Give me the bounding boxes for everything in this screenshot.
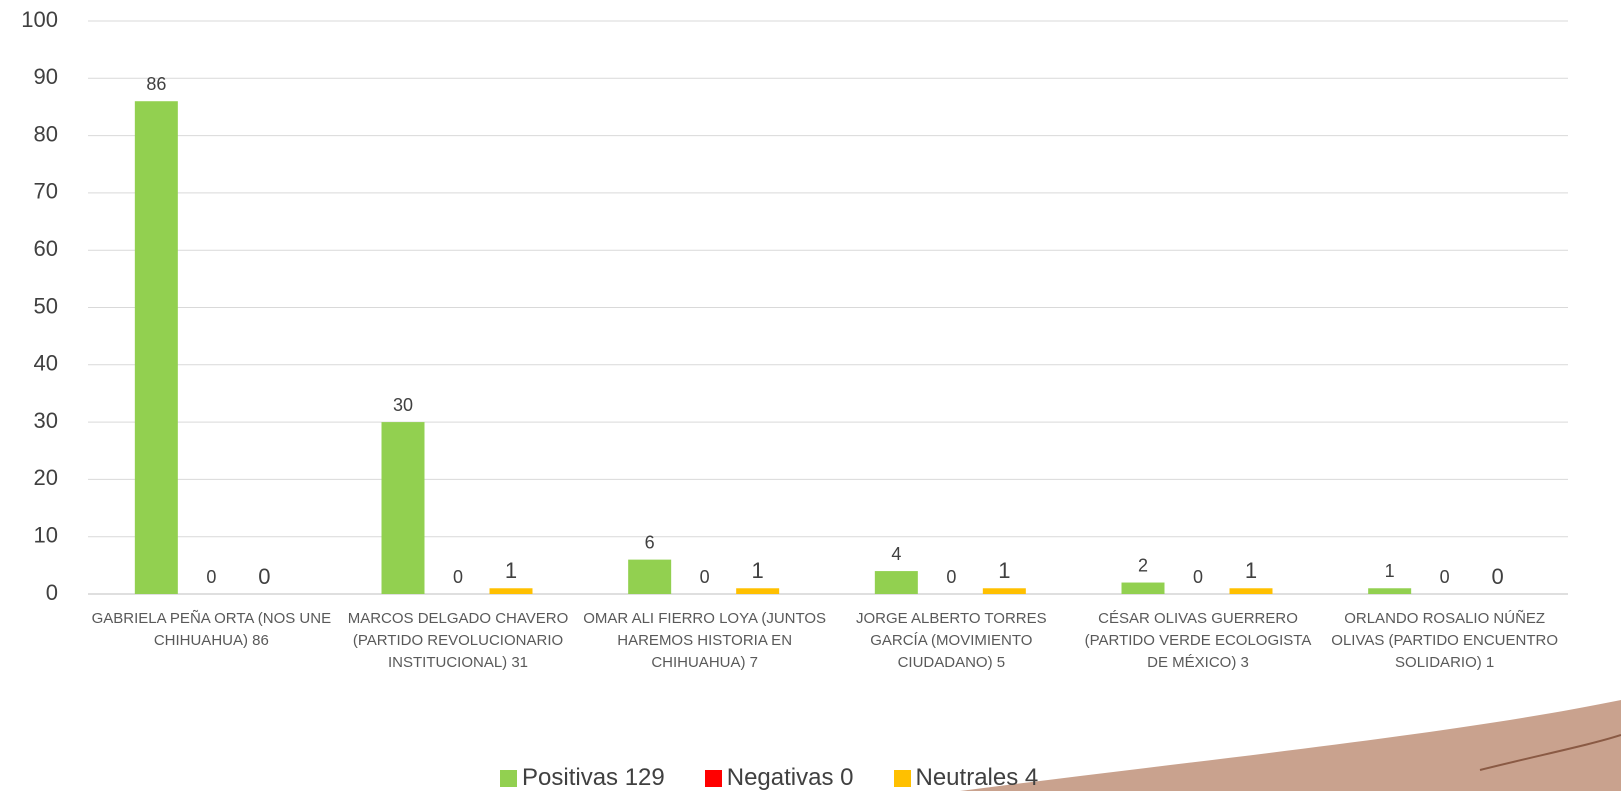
data-label: 1 xyxy=(1245,558,1257,583)
y-tick-label: 10 xyxy=(34,523,58,548)
data-label: 4 xyxy=(891,544,901,564)
bar xyxy=(381,422,425,594)
legend-label: Positivas 129 xyxy=(522,764,665,791)
y-tick-label: 50 xyxy=(34,293,58,318)
y-tick-label: 70 xyxy=(34,179,58,204)
data-label: 0 xyxy=(1440,567,1450,587)
y-tick-label: 30 xyxy=(34,408,58,433)
x-tick-label: CÉSAR OLIVAS GUERRERO (PARTIDO VERDE ECO… xyxy=(1084,610,1312,671)
bar xyxy=(1121,582,1165,594)
legend-label: Negativas 0 xyxy=(726,764,854,791)
bar xyxy=(489,588,533,594)
y-tick-label: 0 xyxy=(46,580,58,605)
y-tick-label: 80 xyxy=(34,121,58,146)
data-label: 6 xyxy=(645,532,655,552)
bar xyxy=(628,559,672,594)
data-label: 1 xyxy=(998,558,1010,583)
y-tick-label: 40 xyxy=(34,351,58,376)
legend-item: Neutrales 4 xyxy=(893,764,1039,792)
bar xyxy=(1229,588,1273,594)
data-label: 1 xyxy=(752,558,764,583)
data-label: 0 xyxy=(1193,567,1203,587)
y-tick-label: 90 xyxy=(34,64,58,89)
legend-item: Positivas 129 xyxy=(500,764,665,792)
x-tick-label: JORGE ALBERTO TORRES GARCÍA (MOVIMIENTO … xyxy=(856,610,1047,671)
x-tick-label: MARCOS DELGADO CHAVERO (PARTIDO REVOLUCI… xyxy=(347,610,569,671)
x-tick-label: GABRIELA PEÑA ORTA (NOS UNE CHIHUAHUA) 8… xyxy=(91,610,332,649)
data-label: 2 xyxy=(1138,555,1148,575)
data-label: 30 xyxy=(393,395,413,415)
x-tick-label: ORLANDO ROSALIO NÚÑEZ OLIVAS (PARTIDO EN… xyxy=(1331,610,1558,671)
legend-item: Negativas 0 xyxy=(704,764,854,792)
decoration xyxy=(1479,734,1621,771)
bar xyxy=(982,588,1026,594)
data-label: 1 xyxy=(1385,561,1395,581)
data-label: 1 xyxy=(505,558,517,583)
y-tick-label: 60 xyxy=(34,236,58,261)
decoration xyxy=(960,700,1621,791)
data-label: 0 xyxy=(258,564,270,589)
data-label: 86 xyxy=(146,74,166,94)
data-label: 0 xyxy=(700,567,710,587)
legend-swatch xyxy=(500,769,517,787)
bar xyxy=(1368,588,1412,594)
data-label: 0 xyxy=(206,567,216,587)
data-label: 0 xyxy=(1492,564,1504,589)
data-label: 0 xyxy=(453,567,463,587)
legend-label: Neutrales 4 xyxy=(915,764,1039,791)
legend-swatch xyxy=(893,769,911,787)
legend-swatch xyxy=(704,769,722,787)
bar xyxy=(736,588,780,594)
x-tick-label: OMAR ALI FIERRO LOYA (JUNTOS HAREMOS HIS… xyxy=(583,610,827,671)
data-label: 0 xyxy=(946,567,956,587)
y-tick-label: 20 xyxy=(34,465,58,490)
bar xyxy=(874,571,918,594)
bar xyxy=(134,101,178,594)
y-tick-label: 100 xyxy=(21,7,58,32)
